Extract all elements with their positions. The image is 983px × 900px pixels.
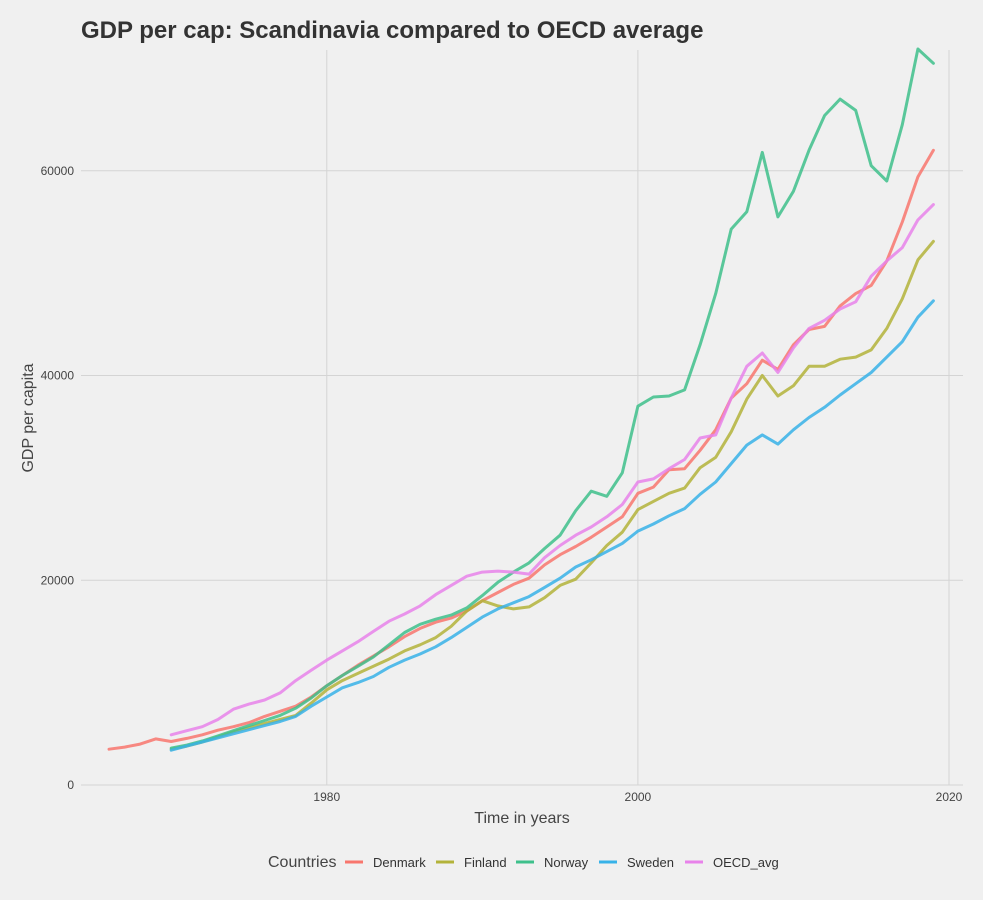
series-lines — [107, 47, 935, 752]
series-line-oecd-avg — [169, 203, 935, 737]
legend-label: Finland — [464, 855, 507, 870]
tick-labels: 0 20000 40000 60000 1980 2000 2020 — [41, 164, 963, 804]
series-line-norway — [169, 47, 935, 750]
x-tick-label: 2020 — [936, 790, 963, 804]
legend-label: Sweden — [627, 855, 674, 870]
x-tick-label: 2000 — [625, 790, 652, 804]
series-line-sweden — [169, 299, 935, 752]
gridlines — [81, 50, 963, 786]
y-tick-label: 60000 — [41, 164, 75, 178]
legend: Countries Denmark Finland Norway Sweden OECD… — [268, 854, 779, 871]
y-tick-label: 40000 — [41, 369, 75, 383]
legend-label: Norway — [544, 855, 589, 870]
legend-label: Denmark — [373, 855, 426, 870]
y-tick-label: 20000 — [41, 573, 75, 587]
legend-title: Countries — [268, 854, 336, 871]
y-axis-label: GDP per capita — [20, 363, 37, 472]
y-tick-label: 0 — [67, 778, 74, 792]
x-tick-label: 1980 — [313, 790, 340, 804]
legend-label: OECD_avg — [713, 855, 779, 870]
chart-title: GDP per cap: Scandinavia compared to OEC… — [81, 17, 703, 44]
x-axis-label: Time in years — [474, 810, 569, 827]
